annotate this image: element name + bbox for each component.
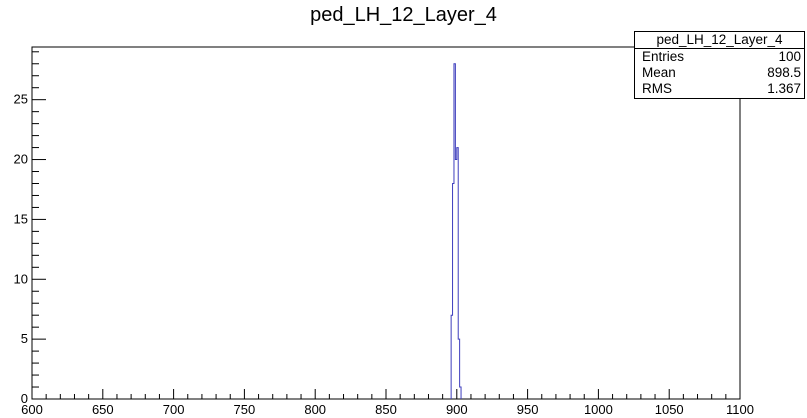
stats-label-mean: Mean [642,65,676,80]
y-axis-tick-labels: 0 5 10 15 20 25 [14,92,28,406]
x-tick-label: 600 [21,402,43,417]
x-tick-label: 750 [234,402,256,417]
y-tick-label: 15 [14,211,28,226]
plot-frame [31,46,741,400]
x-axis-tick-labels: 600 650 700 750 800 850 900 950 1000 1050 1100 [21,402,754,417]
histogram-outline [450,63,462,399]
x-tick-label: 950 [517,402,539,417]
y-tick-label: 5 [21,331,28,346]
stats-value-entries: 100 [778,49,801,64]
x-tick-label: 800 [304,402,326,417]
y-axis-ticks [32,51,46,400]
y-tick-label: 10 [14,271,28,286]
x-tick-label: 900 [446,402,468,417]
y-tick-label: 25 [14,92,28,107]
x-tick-label: 1000 [584,402,613,417]
stats-box: ped_LH_12_Layer_4 Entries 100 Mean 898.5… [634,31,805,99]
chart-title: ped_LH_12_Layer_4 [310,4,497,26]
stats-value-mean: 898.5 [767,65,801,80]
stats-label-rms: RMS [642,81,672,96]
x-tick-label: 1100 [726,402,754,417]
stats-row-rms: RMS 1.367 [635,81,804,97]
stats-value-rms: 1.367 [767,81,801,96]
x-tick-label: 850 [375,402,397,417]
histogram-bin [455,160,456,399]
stats-row-entries: Entries 100 [635,49,804,65]
y-tick-label: 20 [14,152,28,167]
y-tick-label: 0 [21,391,28,406]
x-tick-label: 700 [163,402,185,417]
stats-row-mean: Mean 898.5 [635,65,804,81]
x-tick-label: 1050 [655,402,684,417]
x-tick-label: 650 [92,402,114,417]
x-axis-ticks [31,389,741,399]
stats-label-entries: Entries [642,49,685,64]
stats-box-title: ped_LH_12_Layer_4 [635,32,804,49]
